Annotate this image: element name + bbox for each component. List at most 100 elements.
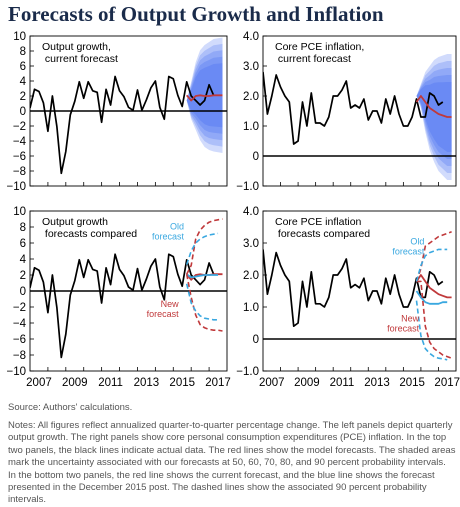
x-tick-label: 2017 [434,377,460,389]
notes-text: Notes: All figures reflect annualized qu… [8,420,456,506]
y-tick-label: 4.0 [243,206,259,218]
annotation-line: forecast [152,231,185,241]
x-tick-label: 2011 [98,377,123,389]
y-tick-label: 10 [13,31,26,43]
y-tick-label: 3.0 [243,61,259,73]
actual-data-line [263,71,444,145]
current-forecast-upper-bound [415,231,452,282]
probability-band-60 [416,75,452,159]
y-tick-label: 0 [20,286,26,298]
chart-panel-top-left: 10 8 6 4 2 0 −2 −4 −6 −8 −10 Output growth, current… [6,31,228,193]
panel-title-line: Core PCE inflation, [275,41,364,53]
panel-title-line: forecasts compared [275,228,370,240]
y-tick-label: −6 [13,151,26,163]
annotation-line: forecast [147,309,180,319]
panel-title-line: current forecast [275,53,351,65]
y-tick-label: −2 [13,302,26,314]
y-tick-label: −2 [13,121,26,133]
old-forecast-line [415,290,448,305]
annotation-line: Old [170,221,184,231]
plot-area [30,37,227,175]
y-tick-label: 6 [20,61,26,73]
old-forecast-label: Old forecast [152,221,185,241]
x-tick-label: 2017 [205,377,231,389]
y-tick-label: 4.0 [243,31,259,43]
panel-title: Output growth forecasts compared [42,216,137,240]
y-tick-label: −4 [13,136,27,148]
old-forecast-lower-bound [185,283,218,321]
panel-title: Output growth, current forecast [42,41,118,65]
y-tick-label: −4 [13,318,27,330]
y-tick-label: 0 [20,106,26,118]
x-tick-label: 2007 [26,377,52,389]
panel-title-line: Output growth, [42,41,111,53]
x-tick-label: 2013 [134,377,160,389]
current-forecast-lower-bound [416,280,452,359]
y-tick-label: −1.0 [236,366,259,378]
y-tick-label: 2.0 [243,91,259,103]
current-forecast-line [415,274,452,299]
panel-frame [262,35,457,187]
source-note: Source: Authors' calculations. [8,402,133,413]
panel-title-line: forecasts compared [42,228,137,240]
y-tick-label: −1.0 [236,181,259,193]
x-tick-label: 2015 [169,377,195,389]
probability-band-80 [416,61,452,173]
old-forecast-label: Old forecast [392,237,425,257]
annotation-line: New [161,299,180,309]
y-tick-label: 8 [20,46,26,58]
y-tick-label: 8 [20,222,26,234]
actual-data-line [263,249,444,328]
y-tick-label: 1.0 [243,302,259,314]
panel-title-line: current forecast [42,53,118,65]
plot-area [30,218,227,359]
old-forecast-upper-bound [185,232,219,265]
y-tick-label: 2 [20,270,26,282]
probability-band-90 [416,54,452,180]
new-forecast-label: New forecast [387,313,420,333]
old-forecast-line [186,273,218,279]
x-tick-label: 2009 [294,377,320,389]
current-forecast-lower-bound [185,274,223,332]
y-tick-label: −8 [13,350,26,362]
y-tick-label: 4 [20,254,27,266]
y-tick-label: 10 [13,206,26,218]
current-forecast-upper-bound [185,218,223,275]
annotation-line: forecast [387,323,420,333]
old-forecast-lower-bound [415,300,448,361]
charts-figure: 10 8 6 4 2 0 −2 −4 −6 −8 −10 Output growth, current… [6,31,460,389]
panel-title: Core PCE inflation, current forecast [275,41,364,65]
annotation-line: Old [410,237,424,247]
probability-band-50 [416,82,452,152]
y-tick-label: −10 [6,366,26,378]
y-tick-label: −6 [13,334,26,346]
panel-title: Core PCE inflation forecasts compared [275,216,370,240]
y-tick-label: 0 [253,151,259,163]
y-tick-label: 6 [20,238,26,250]
y-tick-label: 2 [20,91,26,103]
panel-frame [262,210,457,372]
x-tick-label: 2011 [330,377,355,389]
old-forecast-upper-bound [415,248,448,282]
annotation-line: forecast [392,247,425,257]
probability-band-70 [416,68,452,166]
panel-title-line: Output growth [42,216,108,228]
y-tick-label: 4 [20,76,27,88]
y-tick-label: 3.0 [243,238,259,250]
current-forecast-line [415,95,452,118]
actual-data-line [30,75,215,175]
actual-data-line [30,253,215,359]
page-title: Forecasts of Output Growth and Inflation [8,2,384,26]
x-tick-label: 2015 [399,377,425,389]
y-tick-label: 0 [253,334,259,346]
y-tick-label: −10 [6,181,26,193]
new-forecast-label: New forecast [147,299,180,319]
panel-title-line: Core PCE inflation [275,216,362,228]
x-tick-label: 2007 [259,377,285,389]
x-tick-label: 2013 [364,377,390,389]
y-tick-label: 2.0 [243,270,259,282]
x-tick-label: 2009 [62,377,88,389]
plot-area [263,54,456,180]
